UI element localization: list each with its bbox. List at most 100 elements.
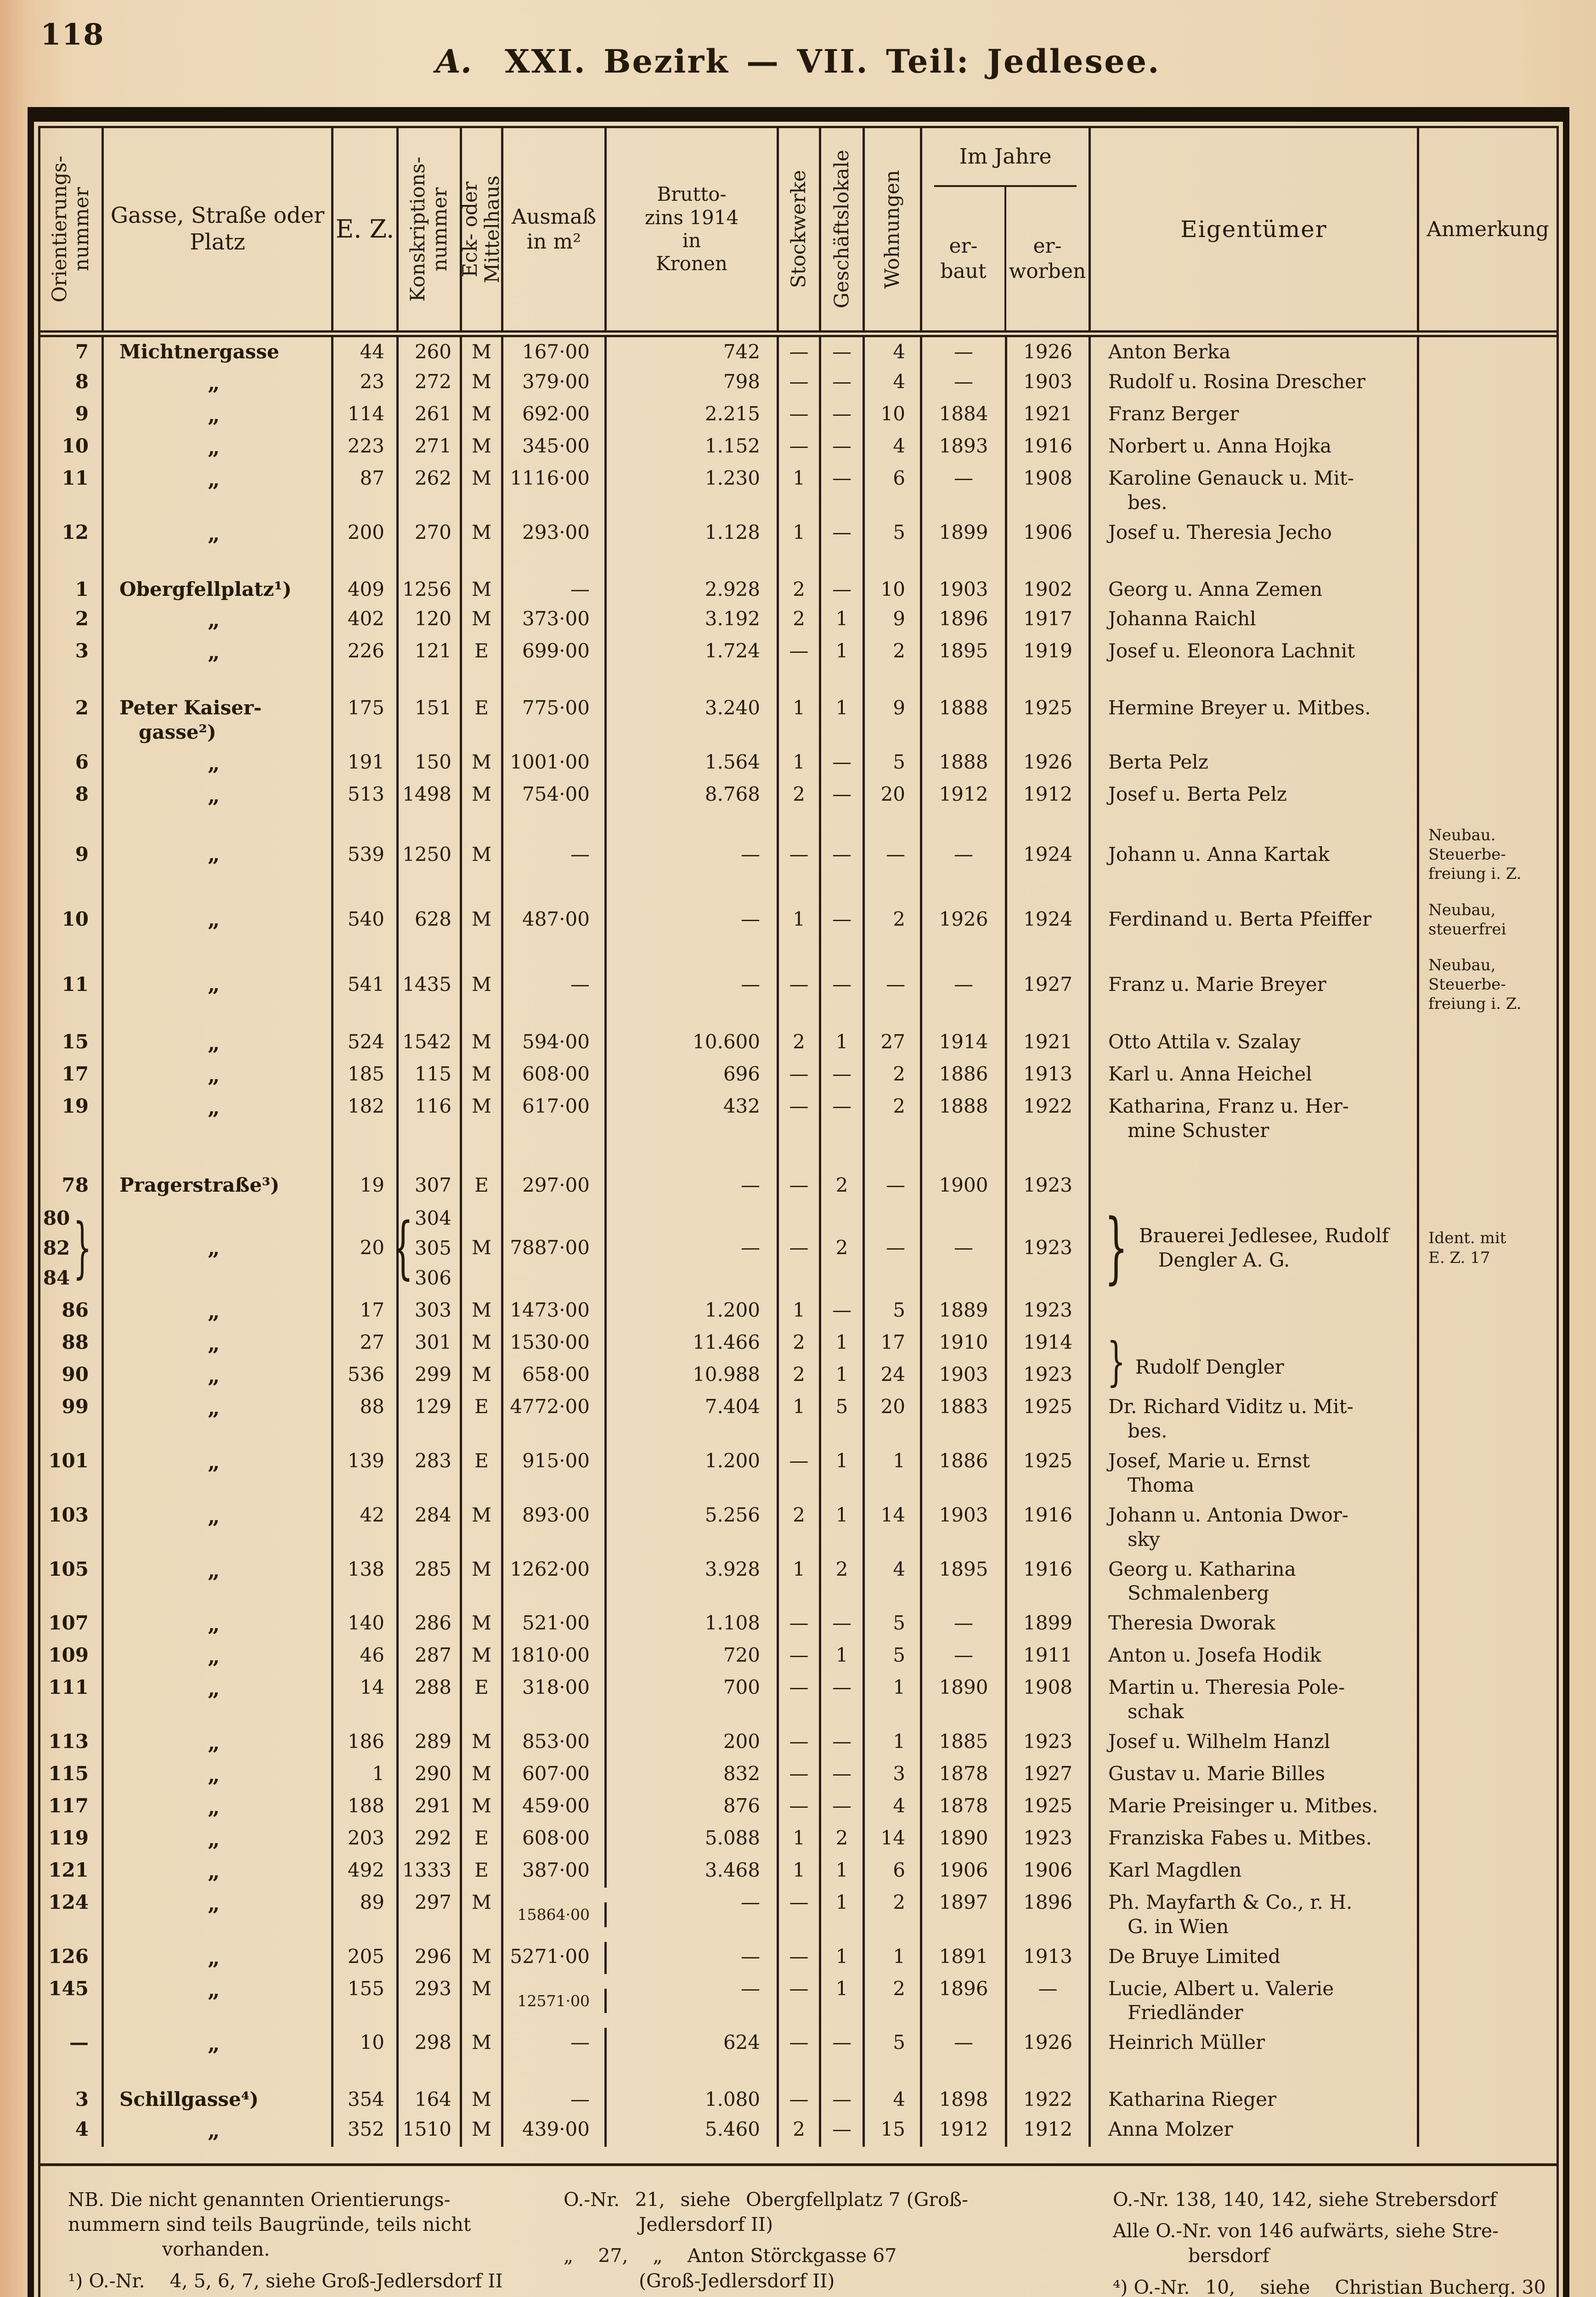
cell-anmerkung — [1419, 2115, 1557, 2147]
cell-ausmass: 607·00 — [503, 1759, 607, 1791]
cell-text: 87 — [360, 466, 384, 489]
cell-anmerkung — [1419, 1500, 1557, 1555]
register-table: Orientierungs- nummer Gasse, Straße oder… — [38, 126, 1559, 2297]
cell-stockwerke: — — [779, 367, 821, 399]
cell-knr: 1250 — [399, 812, 462, 887]
cell-text: 1912 — [1023, 2118, 1072, 2141]
cell-onr: 9 — [40, 812, 104, 887]
cell-text: 832 — [723, 1762, 760, 1785]
cell-eigentuemer: Franziska Fabes u. Mitbes. — [1091, 1823, 1419, 1856]
cell-text: 539 — [347, 843, 384, 866]
cell-text: „ — [208, 1977, 220, 2002]
brace-glyph: { — [392, 1208, 414, 1287]
cell-em: M — [462, 1608, 503, 1641]
cell-erworben: 1925 — [1007, 668, 1091, 748]
cell-text: 272 — [414, 370, 451, 393]
cell-geschaeftslokale: — — [821, 1791, 865, 1823]
table-row: 2 Peter Kaiser- gasse²) 175 151 E 775·00 3.240… — [40, 668, 1557, 748]
cell-text: 2 — [835, 1557, 848, 1580]
cell-text: 1.080 — [705, 2088, 760, 2111]
cell-onr: 101 — [40, 1446, 104, 1500]
cell-text: M — [471, 466, 491, 489]
table-row: 88 „ 27 301 M 1530·00 11.466 2 1 17 1910 1914} Rudol… — [40, 1328, 1557, 1388]
cell-text: — — [570, 2088, 590, 2111]
cell-text: — — [789, 1977, 809, 2000]
cell-ez: 46 — [333, 1641, 399, 1673]
cell-knr: 261 — [399, 399, 462, 431]
cell-text: Brauerei Jedlesee, Rudolf Dengler A. G. — [1139, 1224, 1389, 1271]
cell-eigentuemer — [1091, 1296, 1419, 1328]
cell-knr: 1256 — [399, 549, 462, 605]
cell-brutto: 3.468 — [607, 1855, 779, 1888]
cell-text: 1903 — [939, 1503, 988, 1526]
cell-text: 3 — [75, 639, 89, 662]
cell-text: 200 — [723, 1730, 760, 1753]
table-row: 3 „ 226 121 E 699·00 1.724 — 1 2 1895 1919 Josef u. … — [40, 636, 1557, 669]
cell-geschaeftslokale: 1 — [821, 1887, 865, 1942]
cell-em: M — [462, 604, 503, 637]
cell-text: 1810·00 — [510, 1644, 590, 1667]
cell-ez: 203 — [333, 1823, 399, 1856]
cell-onr: 113 — [40, 1727, 104, 1759]
cell-text: Heinrich Müller — [1108, 2031, 1265, 2054]
cell-text: 4772·00 — [510, 1395, 590, 1418]
cell-text: 5 — [893, 751, 905, 774]
cell-text: 15864·00 — [517, 1905, 590, 1924]
cell-stockwerke: 2 — [779, 1500, 821, 1555]
cell-text: 1906 — [1023, 521, 1072, 543]
cell-text: 5 — [835, 1395, 848, 1418]
cell-em: M — [462, 1092, 503, 1146]
cell-text: „ — [208, 1363, 220, 1388]
cell-knr: 1498 — [399, 780, 462, 812]
cell-text: — — [789, 1676, 809, 1699]
cell-anmerkung — [1419, 1296, 1557, 1328]
cell-wohnungen: 20 — [865, 780, 922, 812]
cell-em: M — [462, 1200, 503, 1296]
cell-stockwerke: 1 — [779, 1823, 821, 1856]
cell-text: 80 82 84 — [43, 1206, 70, 1290]
cell-erworben: 1912 — [1007, 780, 1091, 812]
cell-wohnungen: 4 — [865, 337, 922, 367]
cell-text: 1 — [835, 1030, 848, 1053]
cell-text: — — [789, 1794, 809, 1817]
cell-text: 1903 — [939, 577, 988, 600]
cell-ez: 352 — [333, 2115, 399, 2147]
footnote-line: NB. Die nicht genannten Orientierungs- n… — [68, 2189, 471, 2261]
cell-ausmass: 692·00 — [503, 399, 607, 431]
cell-geschaeftslokale: — — [821, 886, 865, 942]
cell-ez: 205 — [333, 1941, 399, 1974]
table-row: 121 „ 492 1333 E 387·00 3.468 1 1 6 1906 1906 Karl M… — [40, 1855, 1557, 1888]
cell-em: M — [462, 1328, 503, 1360]
table-row: — „ 10 298 M — 624 — — 5 — 1926 Heinrich Müller — [40, 2028, 1557, 2060]
cell-text: 1913 — [1023, 1945, 1072, 1968]
cell-eigentuemer: Josef u. Wilhelm Hanzl — [1091, 1727, 1419, 1759]
cell-onr: 124 — [40, 1887, 104, 1942]
cell-text: 260 — [414, 340, 451, 363]
cell-text: Lucie, Albert u. Valerie Friedländer — [1108, 1977, 1334, 2024]
cell-stockwerke: — — [779, 1146, 821, 1200]
cell-geschaeftslokale: 2 — [821, 1200, 865, 1296]
cell-stockwerke: — — [779, 431, 821, 464]
cell-text: 541 — [347, 973, 384, 996]
cell-em: M — [462, 549, 503, 605]
cell-text: De Bruye Limited — [1108, 1945, 1281, 1968]
cell-ez: 19 — [333, 1146, 399, 1200]
cell-text: 2 — [793, 577, 805, 600]
page-number: 118 — [40, 17, 105, 52]
cell-text: 409 — [347, 577, 384, 600]
cell-onr: 145 — [40, 1974, 104, 2028]
cell-text: 1922 — [1023, 1095, 1072, 1118]
footnote-line: Alle O.-Nr. von 146 aufwärts, siehe Stre… — [1113, 2220, 1499, 2267]
cell-stockwerke: — — [779, 941, 821, 1017]
cell-erworben: 1913 — [1007, 1941, 1091, 1974]
cell-brutto: — — [607, 1200, 779, 1296]
cell-brutto: 5.256 — [607, 1500, 779, 1555]
cell-erworben: 1916 — [1007, 1554, 1091, 1609]
cell-text: M — [471, 577, 491, 600]
cell-wohnungen: 14 — [865, 1823, 922, 1856]
cell-ez: 139 — [333, 1446, 399, 1500]
cell-text: 5.460 — [705, 2118, 760, 2141]
cell-geschaeftslokale: — — [821, 1608, 865, 1641]
cell-erworben: 1924 — [1007, 812, 1091, 887]
cell-anmerkung — [1419, 1673, 1557, 1727]
